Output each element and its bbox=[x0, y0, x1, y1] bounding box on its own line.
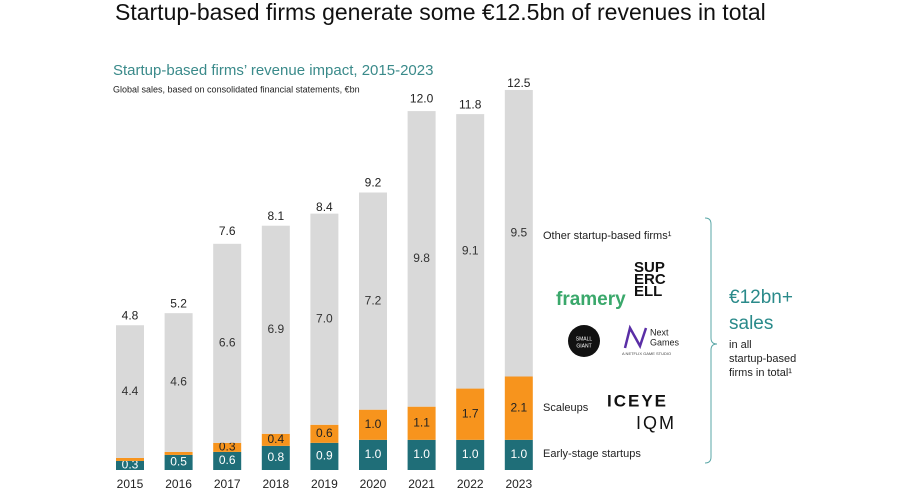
bar-segment bbox=[116, 325, 144, 458]
value-label: 4.6 bbox=[170, 375, 187, 389]
value-label: 0.3 bbox=[219, 440, 236, 454]
value-label: 0.4 bbox=[267, 432, 284, 446]
bracket bbox=[704, 217, 718, 464]
total-label: 8.4 bbox=[316, 200, 333, 214]
bar-segment bbox=[164, 451, 193, 455]
logo-next-games: Games bbox=[650, 337, 680, 347]
logo-next-games: Next bbox=[650, 327, 669, 337]
value-label: 1.0 bbox=[413, 447, 430, 461]
bar-segment bbox=[213, 451, 242, 470]
chart-subtitle: Startup-based firms’ revenue impact, 201… bbox=[113, 62, 433, 79]
logo-small-giant: GIANT bbox=[576, 343, 591, 349]
logo-supercell: ELL bbox=[634, 283, 662, 300]
bar-segment bbox=[310, 442, 339, 470]
value-label: 7.0 bbox=[316, 311, 333, 325]
callout-headline: €12bn+ bbox=[729, 287, 793, 308]
x-tick-label: 2020 bbox=[360, 477, 387, 491]
logo-small-giant-circle bbox=[568, 325, 600, 357]
value-label: 4.4 bbox=[122, 384, 139, 398]
x-tick-label: 2021 bbox=[408, 477, 435, 491]
value-label: 2.1 bbox=[510, 400, 527, 414]
bar-segment bbox=[213, 442, 242, 452]
bar-segment bbox=[116, 460, 144, 470]
bar-segment bbox=[359, 409, 387, 440]
bar-segment bbox=[310, 424, 339, 443]
total-label: 5.2 bbox=[170, 296, 187, 310]
bar-segment bbox=[261, 433, 290, 446]
legend-label: Early-stage startups bbox=[543, 448, 641, 460]
x-tick-label: 2017 bbox=[214, 477, 241, 491]
bar-segment bbox=[310, 213, 339, 425]
value-label: 6.6 bbox=[219, 335, 236, 349]
bar-segment bbox=[407, 111, 436, 407]
total-label: 12.5 bbox=[507, 76, 531, 90]
logo-small-giant: SMALL bbox=[576, 336, 593, 342]
value-label: 0.6 bbox=[316, 426, 333, 440]
x-tick-label: 2016 bbox=[165, 477, 192, 491]
value-label: 9.1 bbox=[462, 244, 479, 258]
total-label: 4.8 bbox=[122, 308, 139, 322]
value-label: 9.5 bbox=[510, 225, 527, 239]
x-tick-label: 2022 bbox=[457, 477, 484, 491]
logo-iqm: IQM bbox=[636, 413, 676, 433]
value-label: 1.0 bbox=[510, 447, 527, 461]
bar-segment bbox=[504, 89, 533, 377]
logo-supercell: ERC bbox=[634, 271, 666, 288]
logo-next-games-sub: A NETFLIX GAME STUDIO bbox=[622, 351, 671, 356]
callout-text: firms in total¹ bbox=[729, 367, 792, 379]
bar-segment bbox=[261, 225, 290, 434]
value-label: 1.0 bbox=[365, 447, 382, 461]
total-label: 12.0 bbox=[410, 91, 434, 105]
chart-title: Startup-based firms generate some €12.5b… bbox=[115, 0, 766, 25]
callout-headline: sales bbox=[729, 313, 773, 334]
total-label: 8.1 bbox=[267, 209, 284, 223]
value-label: 7.2 bbox=[365, 293, 382, 307]
x-tick-label: 2019 bbox=[311, 477, 338, 491]
x-tick-label: 2023 bbox=[505, 477, 532, 491]
value-label: 0.6 bbox=[219, 453, 236, 467]
logo-iceye: ICEYE bbox=[607, 391, 668, 410]
logo-framery: framery bbox=[556, 289, 626, 310]
legend-label: Other startup-based firms¹ bbox=[543, 230, 672, 242]
total-label: 9.2 bbox=[365, 176, 382, 190]
value-label: 1.0 bbox=[365, 417, 382, 431]
x-tick-label: 2015 bbox=[117, 477, 144, 491]
value-label: 0.9 bbox=[316, 449, 333, 463]
value-label: 0.5 bbox=[170, 455, 187, 469]
value-label: 0.8 bbox=[267, 450, 284, 464]
value-label: 1.7 bbox=[462, 406, 479, 420]
logo-supercell: SUP bbox=[634, 259, 665, 276]
callout-text: in all bbox=[729, 339, 752, 351]
bar-segment bbox=[456, 388, 485, 440]
bar-segment bbox=[164, 454, 193, 470]
bar-segment bbox=[261, 445, 290, 470]
value-label: 1.1 bbox=[413, 415, 430, 429]
bar-segment bbox=[164, 313, 193, 452]
bar-segment bbox=[504, 376, 533, 440]
value-label: 1.0 bbox=[462, 447, 479, 461]
bar-segment bbox=[407, 439, 436, 470]
chart-note: Global sales, based on consolidated fina… bbox=[113, 84, 360, 94]
bar-segment bbox=[359, 192, 387, 410]
legend-label: Scaleups bbox=[543, 402, 589, 414]
bar-segment bbox=[359, 439, 387, 470]
total-label: 11.8 bbox=[459, 97, 482, 111]
value-label: 9.8 bbox=[413, 251, 430, 265]
bar-segment bbox=[456, 114, 485, 389]
x-tick-label: 2018 bbox=[262, 477, 289, 491]
value-label: 0.3 bbox=[122, 458, 139, 472]
callout-text: startup-based bbox=[729, 353, 796, 365]
bar-segment bbox=[116, 457, 144, 461]
bar-segment bbox=[213, 243, 242, 443]
bar-segment bbox=[407, 406, 436, 440]
logo-next-games-mark bbox=[623, 324, 648, 350]
total-label: 7.6 bbox=[219, 224, 236, 238]
value-label: 6.9 bbox=[267, 322, 284, 336]
bar-segment bbox=[456, 439, 485, 470]
bar-segment bbox=[504, 439, 533, 470]
